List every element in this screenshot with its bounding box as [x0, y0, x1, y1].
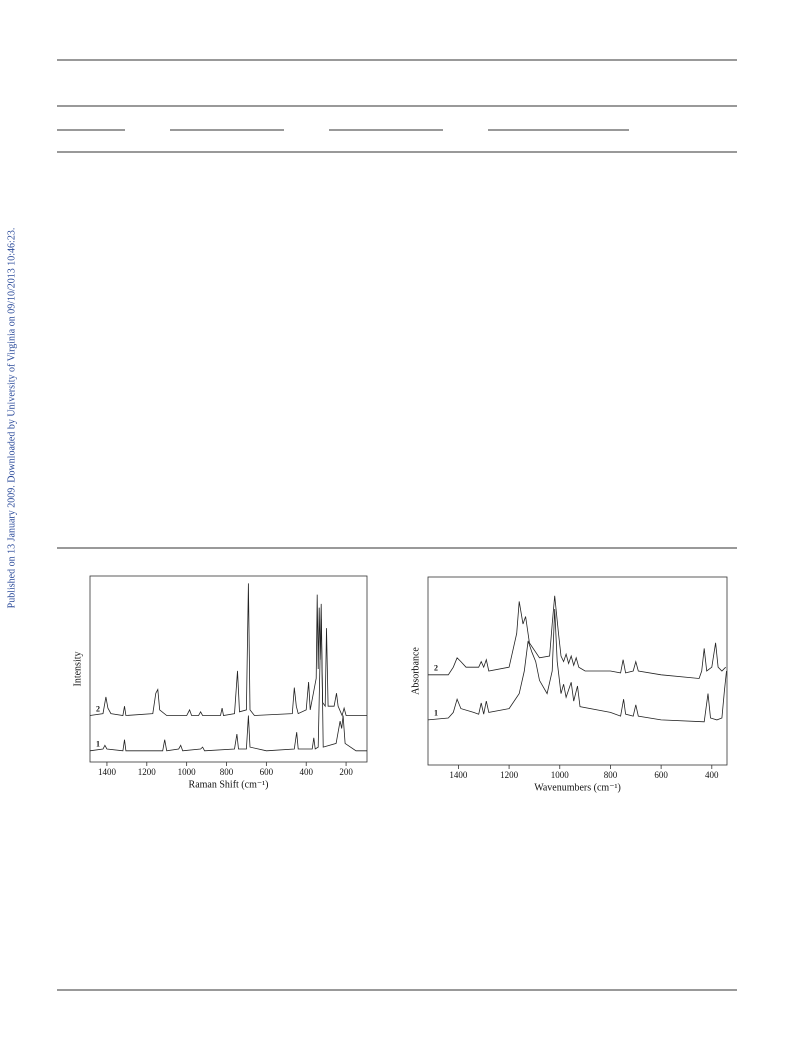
spectrum-line [427, 608, 727, 723]
plot-frame [89, 575, 368, 763]
trace-label: 1 [434, 709, 438, 718]
x-tick-label: 400 [299, 767, 313, 777]
y-axis-label: Intensity [72, 652, 83, 687]
x-tick-label: 400 [705, 770, 719, 780]
spectrum-line [428, 595, 726, 679]
trace-label: 2 [434, 664, 438, 673]
plot-frame [427, 576, 728, 766]
trace-label: 2 [96, 704, 100, 713]
x-tick-label: 1000 [178, 767, 197, 777]
x-tick-label: 600 [654, 770, 668, 780]
x-tick-label: 800 [220, 767, 234, 777]
x-tick-label: 1400 [98, 767, 117, 777]
x-tick-label: 1000 [551, 770, 570, 780]
x-axis-label: Raman Shift (cm⁻¹) [189, 779, 269, 790]
spectrum-line [89, 583, 367, 717]
side-note: Published on 13 January 2009. Downloaded… [6, 228, 17, 609]
x-axis-label: Wavenumbers (cm⁻¹) [534, 782, 621, 793]
spectrum-line [89, 603, 367, 752]
x-tick-label: 600 [260, 767, 274, 777]
x-tick-label: 1200 [500, 770, 519, 780]
trace-label: 1 [96, 740, 100, 749]
x-tick-label: 200 [339, 767, 353, 777]
x-tick-label: 800 [604, 770, 618, 780]
y-axis-label: Absorbance [410, 647, 421, 695]
x-tick-label: 1400 [449, 770, 468, 780]
x-tick-label: 1200 [138, 767, 157, 777]
